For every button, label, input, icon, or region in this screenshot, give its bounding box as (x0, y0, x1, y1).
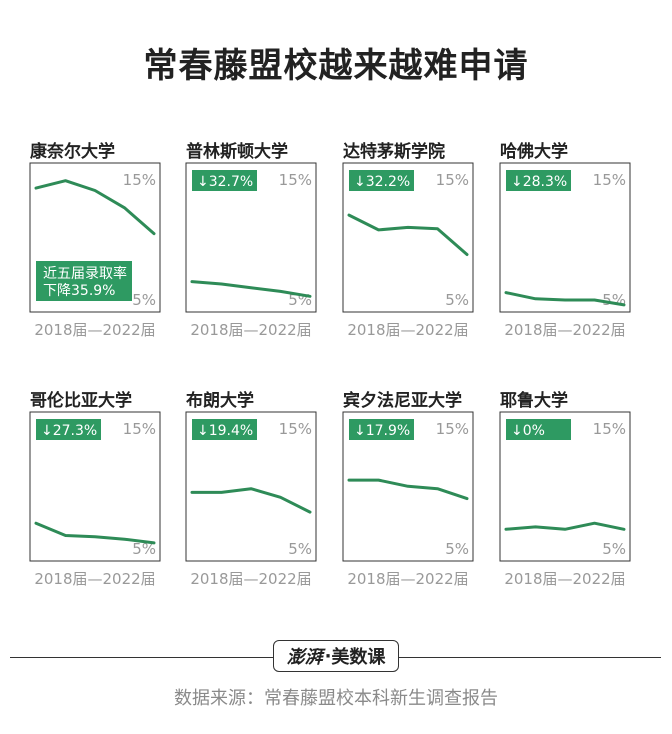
panel-title: 布朗大学 (186, 390, 254, 411)
y-max-label: 15% (279, 171, 312, 189)
y-min-label: 5% (445, 291, 469, 309)
y-min-label: 5% (445, 540, 469, 558)
publisher-logo: 澎湃 · 美数课 (273, 640, 399, 672)
data-source: 数据来源：常春藤盟校本科新生调查报告 (174, 688, 498, 709)
change-badge (36, 419, 101, 440)
y-min-label: 5% (132, 291, 156, 309)
change-badge (349, 170, 414, 191)
y-max-label: 15% (436, 171, 469, 189)
change-badge-label: ↓0% (511, 423, 545, 439)
x-range-label: 2018届—2022届 (34, 321, 155, 339)
x-range-label: 2018届—2022届 (190, 321, 311, 339)
series-line (34, 179, 156, 236)
panel-title: 宾夕法尼亚大学 (343, 390, 462, 411)
y-max-label: 15% (436, 420, 469, 438)
change-badge-label: ↓27.3% (41, 423, 97, 439)
change-badge-label: ↓19.4% (197, 423, 253, 439)
change-badge (349, 419, 414, 440)
change-badge (36, 261, 132, 301)
change-badge-label: 下降35.9% (43, 283, 115, 299)
footer-line-right (399, 657, 661, 658)
y-max-label: 15% (279, 420, 312, 438)
x-range-label: 2018届—2022届 (34, 570, 155, 588)
change-badge-label: ↓32.7% (197, 174, 253, 190)
panel-title: 普林斯顿大学 (186, 141, 288, 162)
y-min-label: 5% (132, 540, 156, 558)
logo-dot: · (324, 645, 332, 667)
x-range-label: 2018届—2022届 (504, 570, 625, 588)
panel-title: 哥伦比亚大学 (30, 390, 132, 411)
change-badge (506, 170, 571, 191)
footer-line-left (10, 657, 273, 658)
page-title: 常春藤盟校越来越难申请 (143, 46, 529, 86)
y-max-label: 15% (593, 171, 626, 189)
change-badge (192, 419, 257, 440)
panel-title: 哈佛大学 (500, 141, 568, 162)
change-badge (192, 170, 257, 191)
x-range-label: 2018届—2022届 (347, 570, 468, 588)
change-badge-label: ↓28.3% (511, 174, 567, 190)
y-min-label: 5% (602, 540, 626, 558)
change-badge-label: 近五届录取率 (43, 265, 127, 282)
change-badge-label: ↓32.2% (354, 174, 410, 190)
panel-title: 康奈尔大学 (30, 141, 115, 162)
panel-title: 耶鲁大学 (500, 390, 568, 411)
y-min-label: 5% (288, 540, 312, 558)
x-range-label: 2018届—2022届 (190, 570, 311, 588)
x-range-label: 2018届—2022届 (347, 321, 468, 339)
change-badge (506, 419, 571, 440)
y-max-label: 15% (123, 420, 156, 438)
y-max-label: 15% (593, 420, 626, 438)
series-line (347, 213, 469, 256)
change-badge-label: ↓17.9% (354, 423, 410, 439)
series-line (504, 521, 626, 531)
x-range-label: 2018届—2022届 (504, 321, 625, 339)
logo-text: 美数课 (331, 647, 386, 668)
y-min-label: 5% (602, 291, 626, 309)
panel-title: 达特茅斯学院 (343, 141, 445, 162)
y-max-label: 15% (123, 171, 156, 189)
series-line (190, 487, 312, 514)
logo-brand: 澎湃 (286, 647, 323, 668)
series-line (347, 478, 469, 501)
